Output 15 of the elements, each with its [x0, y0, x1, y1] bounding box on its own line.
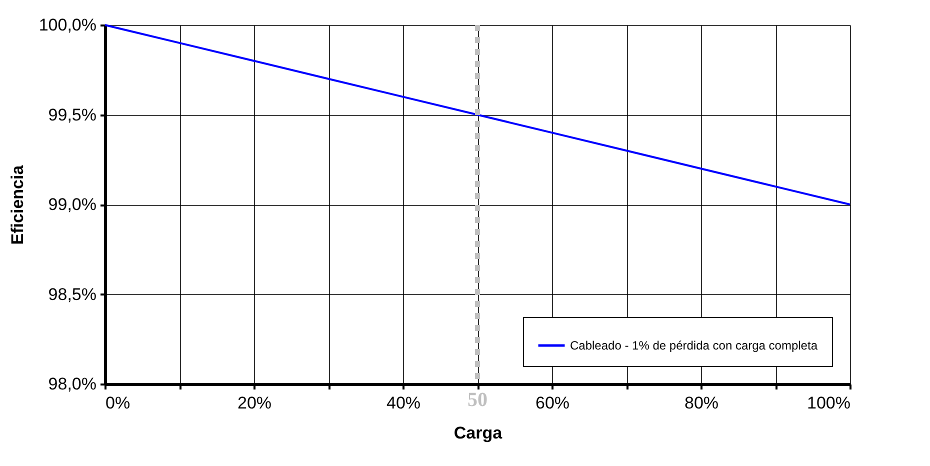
x-tick-label: 80%	[684, 394, 719, 412]
y-tick-label: 98,0%	[48, 374, 96, 394]
y-tick-label: 99,5%	[48, 105, 96, 124]
x-tick-label: 100%	[807, 394, 850, 412]
y-tick-label: 100,0%	[38, 16, 96, 34]
y-axis-title: Eficiencia	[8, 164, 27, 245]
x-axis-title: Carga	[454, 424, 503, 442]
x-tick-label: 40%	[386, 394, 421, 412]
y-tick-label: 99,0%	[48, 195, 96, 214]
x-tick-label: 60%	[535, 394, 570, 412]
x-tick-label: 20%	[237, 394, 272, 412]
x-tick-label: 0%	[106, 394, 130, 412]
legend-label: Cableado - 1% de pérdida con carga completa	[570, 338, 818, 352]
y-tick-label: 98,5%	[48, 284, 96, 304]
ref-line-label: 50	[468, 389, 488, 411]
